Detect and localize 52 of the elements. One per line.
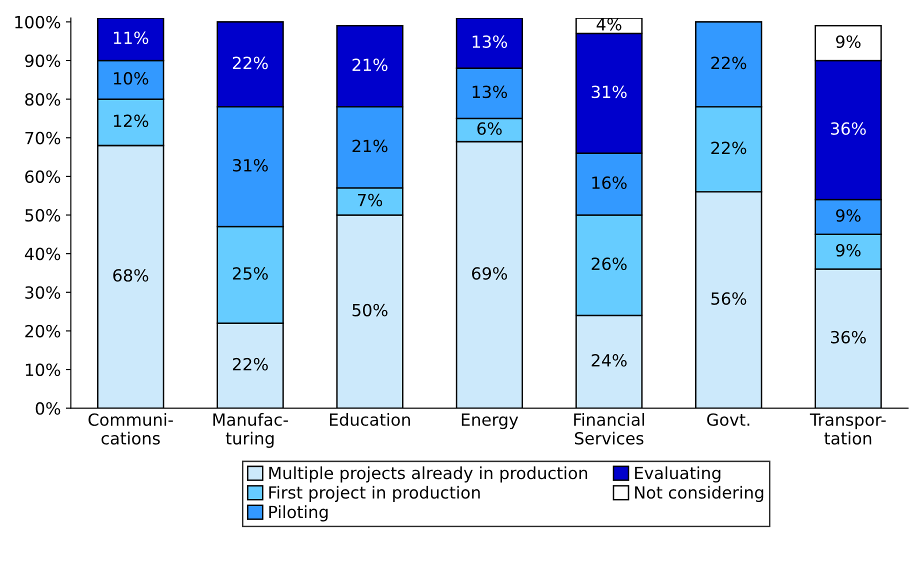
data-label: 31%	[232, 158, 268, 172]
x-tick-label: Communi- cations	[88, 413, 173, 445]
data-label: 16%	[592, 176, 627, 189]
x-tick-label: Manufac- turing	[213, 413, 288, 448]
data-label: 31%	[592, 86, 627, 98]
legend-label: Multiple projects already in production	[269, 466, 588, 483]
data-label: 56%	[711, 292, 746, 305]
data-label: 21%	[352, 140, 388, 152]
data-label: 9%	[836, 244, 861, 257]
y-tick-label: 10%	[26, 364, 60, 376]
x-tick-label: Govt.	[707, 413, 750, 426]
y-tick-label: 50%	[25, 208, 60, 222]
data-label: 7%	[358, 194, 382, 206]
data-label: 9%	[836, 35, 861, 48]
legend-label: Not considering	[635, 486, 764, 502]
data-label: 4%	[596, 18, 622, 31]
y-tick-label: 40%	[24, 248, 60, 260]
data-label: 22%	[711, 56, 746, 70]
data-label: 10%	[114, 72, 148, 85]
legend-label: Evaluating	[635, 466, 720, 483]
y-tick-label: 20%	[25, 324, 60, 338]
data-label: 36%	[830, 122, 866, 135]
legend-label: Piloting	[269, 505, 328, 522]
data-label: 13%	[472, 86, 508, 98]
data-label: 36%	[830, 330, 866, 344]
y-tick-label: 80%	[25, 93, 60, 106]
data-label: 22%	[232, 358, 268, 371]
data-label: 25%	[232, 267, 268, 280]
y-tick-label: 100%	[15, 16, 60, 28]
legend-label: First project in production	[269, 486, 480, 502]
y-tick-label: 30%	[25, 286, 60, 299]
x-tick-label: Financial Services	[574, 413, 644, 445]
y-tick-label: 70%	[25, 132, 60, 144]
data-label: 24%	[592, 354, 627, 367]
data-label: 6%	[477, 122, 502, 135]
data-label: 68%	[113, 269, 148, 282]
data-label: 9%	[836, 209, 861, 222]
data-label: 69%	[472, 267, 508, 280]
x-tick-label: Education	[330, 413, 410, 426]
data-label: 12%	[114, 114, 148, 128]
data-label: 21%	[352, 58, 388, 72]
x-tick-label: Transpor- tation	[810, 414, 886, 445]
data-label: 26%	[592, 257, 627, 270]
data-label: 50%	[352, 304, 388, 316]
y-tick-label: 0%	[36, 402, 60, 415]
data-label: 13%	[472, 35, 508, 48]
y-tick-label: 90%	[25, 54, 60, 68]
data-label: 22%	[232, 56, 268, 70]
data-label: 22%	[711, 142, 746, 154]
data-label: 11%	[114, 31, 148, 44]
y-tick-label: 60%	[25, 170, 60, 183]
x-tick-label: Energy	[462, 414, 518, 430]
